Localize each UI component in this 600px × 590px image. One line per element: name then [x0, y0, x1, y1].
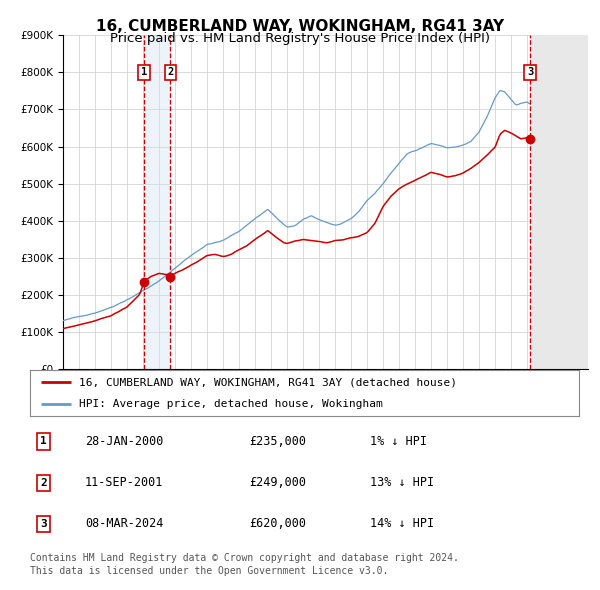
Bar	[530, 35, 588, 369]
Text: 28-JAN-2000: 28-JAN-2000	[85, 435, 163, 448]
Text: 08-MAR-2024: 08-MAR-2024	[85, 517, 163, 530]
Text: 11-SEP-2001: 11-SEP-2001	[85, 476, 163, 489]
Text: 2: 2	[40, 478, 47, 487]
Text: 14% ↓ HPI: 14% ↓ HPI	[370, 517, 434, 530]
Text: 13% ↓ HPI: 13% ↓ HPI	[370, 476, 434, 489]
Text: 16, CUMBERLAND WAY, WOKINGHAM, RG41 3AY (detached house): 16, CUMBERLAND WAY, WOKINGHAM, RG41 3AY …	[79, 378, 457, 388]
Text: 1: 1	[40, 437, 47, 447]
Text: 2: 2	[167, 67, 173, 77]
Text: £235,000: £235,000	[250, 435, 307, 448]
Bar	[530, 35, 588, 369]
Text: 16, CUMBERLAND WAY, WOKINGHAM, RG41 3AY: 16, CUMBERLAND WAY, WOKINGHAM, RG41 3AY	[96, 19, 504, 34]
Text: 3: 3	[40, 519, 47, 529]
Text: 1% ↓ HPI: 1% ↓ HPI	[370, 435, 427, 448]
Text: Price paid vs. HM Land Registry's House Price Index (HPI): Price paid vs. HM Land Registry's House …	[110, 32, 490, 45]
Text: This data is licensed under the Open Government Licence v3.0.: This data is licensed under the Open Gov…	[30, 566, 388, 576]
Text: £249,000: £249,000	[250, 476, 307, 489]
Text: 3: 3	[527, 67, 533, 77]
Bar	[144, 35, 170, 369]
Text: £620,000: £620,000	[250, 517, 307, 530]
Text: Contains HM Land Registry data © Crown copyright and database right 2024.: Contains HM Land Registry data © Crown c…	[30, 553, 459, 563]
Text: HPI: Average price, detached house, Wokingham: HPI: Average price, detached house, Woki…	[79, 398, 383, 408]
Text: 1: 1	[141, 67, 147, 77]
